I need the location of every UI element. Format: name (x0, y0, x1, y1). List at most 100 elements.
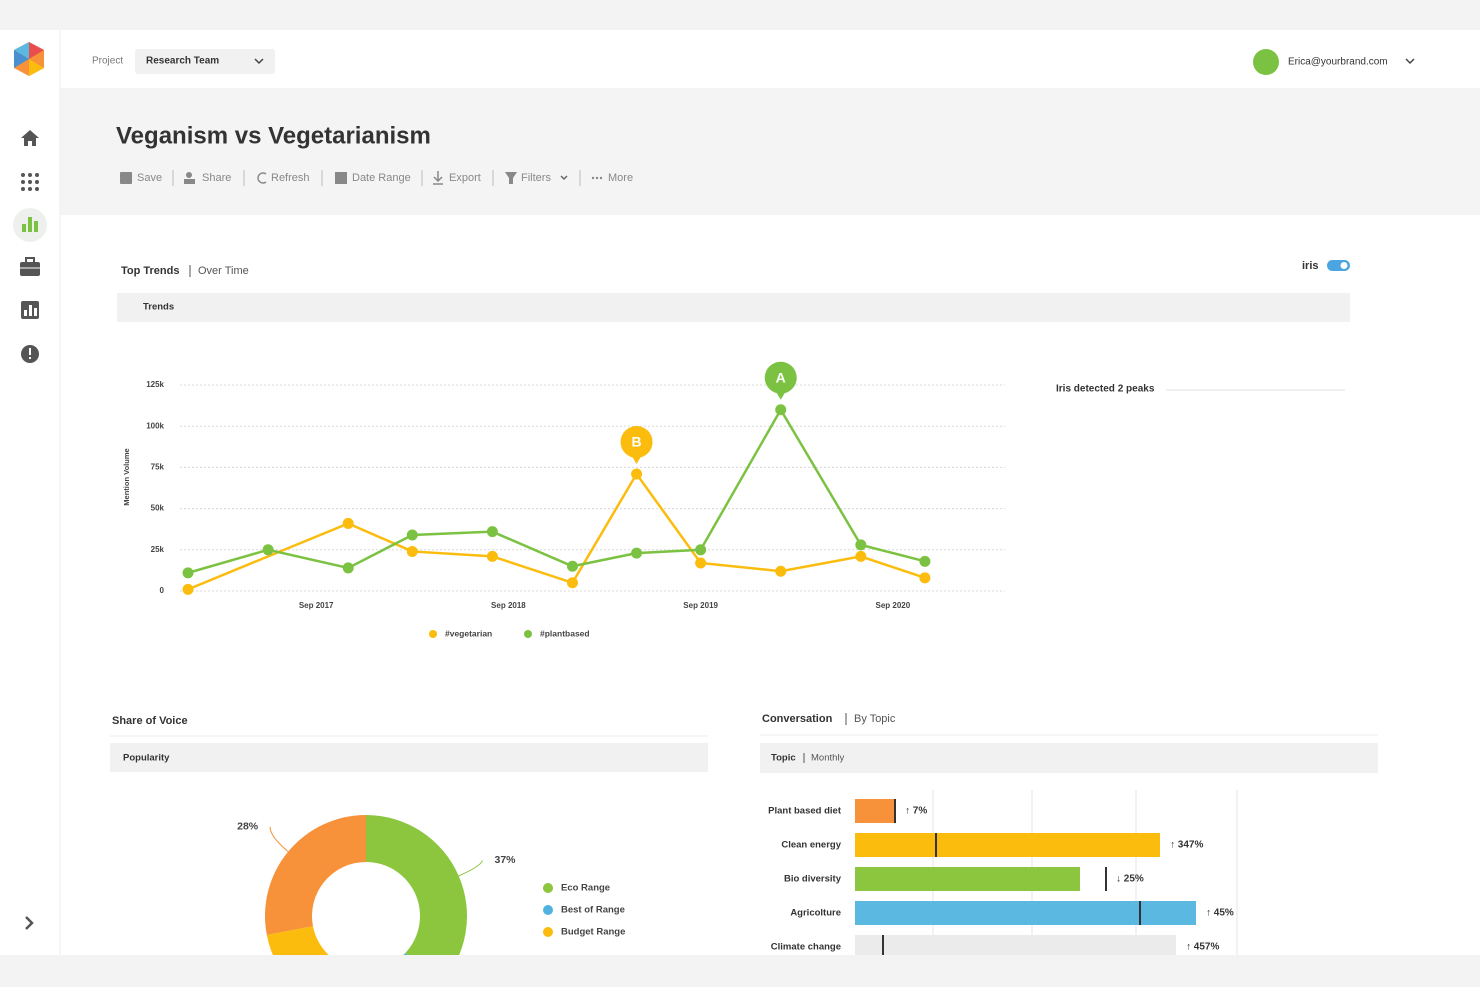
data-point (406, 545, 418, 557)
category-label: Climate change (771, 942, 841, 953)
nav-home[interactable] (21, 130, 39, 146)
data-point (486, 550, 498, 562)
nav-reports[interactable] (21, 301, 39, 319)
data-point (919, 572, 931, 584)
bar (855, 867, 1080, 891)
nav-apps[interactable] (21, 173, 39, 191)
section-title: Trends (143, 302, 174, 313)
toolbar-button[interactable]: Save (137, 172, 162, 184)
data-point (486, 526, 498, 538)
data-point (631, 547, 643, 559)
data-point (566, 560, 578, 572)
peak-label: A (776, 369, 786, 385)
y-tick-label: 125k (146, 380, 164, 389)
section-period[interactable]: Monthly (811, 753, 845, 764)
category-label: Agricolture (790, 908, 841, 919)
bar (855, 901, 1196, 925)
section-title: Topic (771, 753, 796, 764)
data-point (566, 577, 578, 589)
chevron (254, 58, 264, 65)
legend-swatch (543, 927, 553, 937)
title-band (60, 88, 1480, 215)
toolbar-button[interactable]: More (608, 172, 633, 184)
toolbar-button[interactable]: Refresh (271, 172, 310, 184)
section-title: Popularity (123, 753, 170, 764)
data-point (262, 544, 274, 556)
peak-label: B (631, 434, 641, 450)
category-label: Plant based diet (768, 806, 842, 817)
change-label: ↑ 347% (1170, 840, 1203, 851)
y-tick-label: 0 (160, 586, 165, 595)
x-tick-label: Sep 2017 (299, 601, 334, 610)
y-tick-label: 100k (146, 421, 164, 430)
legend-swatch (543, 883, 553, 893)
nav-alerts[interactable] (21, 345, 39, 363)
nav-analytics[interactable] (13, 208, 47, 242)
logo (14, 42, 44, 76)
project-select[interactable] (135, 49, 275, 74)
toggle[interactable] (1327, 260, 1350, 271)
donut-slice (366, 815, 467, 986)
nav-briefcase[interactable] (20, 257, 40, 276)
data-point (855, 550, 867, 562)
toolbar-button[interactable]: Date Range (352, 172, 411, 184)
bar (855, 833, 1160, 857)
category-label: Bio diversity (784, 874, 842, 885)
user-email[interactable]: Erica@yourbrand.com (1288, 57, 1388, 68)
chevron[interactable] (1405, 58, 1415, 65)
avatar[interactable] (1253, 49, 1279, 75)
legend-swatch (543, 905, 553, 915)
data-point (182, 583, 194, 595)
peaks-note: Iris detected 2 peaks (1056, 384, 1155, 395)
x-tick-label: Sep 2018 (491, 601, 526, 610)
change-label: ↑ 45% (1206, 908, 1234, 919)
panel-subtitle[interactable]: By Topic (854, 713, 896, 725)
toolbar-button[interactable]: Export (449, 172, 481, 184)
bar (855, 799, 895, 823)
change-label: ↑ 457% (1186, 942, 1219, 953)
data-point (919, 555, 931, 567)
y-axis-title: Mention Volume (122, 448, 131, 505)
x-tick-label: Sep 2020 (876, 601, 911, 610)
leader-line (458, 860, 483, 877)
slice-label: 37% (494, 854, 516, 866)
leader-line (269, 826, 289, 853)
change-label: ↑ 7% (905, 806, 927, 817)
legend-label: Best of Range (561, 905, 625, 916)
legend-swatch (429, 630, 437, 638)
panel-subtitle[interactable]: Over Time (198, 265, 249, 277)
data-point (855, 539, 867, 551)
series-line (187, 471, 926, 591)
panel-title: Share of Voice (112, 715, 188, 727)
data-point (695, 557, 707, 569)
page-title: Veganism vs Vegetarianism (116, 122, 431, 149)
category-label: Clean energy (781, 840, 841, 851)
legend-label: Eco Range (561, 883, 610, 894)
data-point (406, 529, 418, 541)
y-tick-label: 75k (151, 463, 165, 472)
project-name: Research Team (146, 56, 219, 67)
legend-label: #vegetarian (445, 628, 492, 638)
panel-title: Top Trends (121, 265, 179, 277)
legend-label: Budget Range (561, 927, 625, 938)
y-tick-label: 50k (151, 504, 165, 513)
toolbar-button[interactable]: Filters (521, 172, 551, 184)
slice-label: 28% (237, 821, 259, 833)
project-label: Project (92, 56, 123, 67)
data-point (342, 562, 354, 574)
data-point (631, 468, 643, 480)
nav-expand[interactable] (25, 916, 34, 930)
toolbar-button[interactable]: Share (202, 172, 231, 184)
legend-swatch (524, 630, 532, 638)
toolbar: Save Share Refresh Date Range Export Fil… (120, 170, 633, 186)
panel-title: Conversation (762, 713, 833, 725)
peak-pin (620, 425, 653, 458)
change-label: ↓ 25% (1116, 874, 1144, 885)
data-point (182, 567, 194, 579)
legend-label: #plantbased (540, 628, 590, 638)
section-band (760, 743, 1378, 773)
toggle-label: iris (1302, 260, 1319, 272)
section-band (110, 743, 708, 772)
x-tick-label: Sep 2019 (683, 601, 718, 610)
